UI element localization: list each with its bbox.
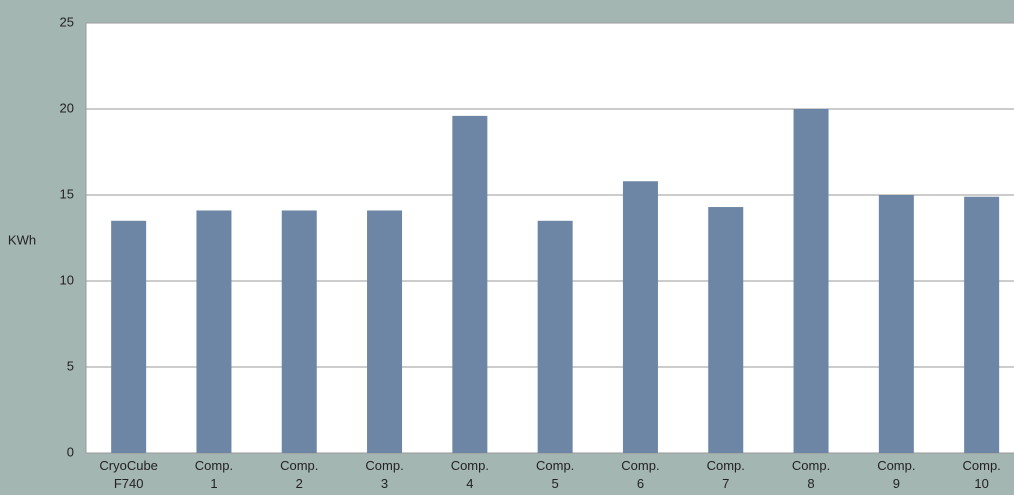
y-tick-label: 25 — [60, 14, 74, 29]
x-tick-label: CryoCube F740 — [99, 458, 158, 491]
x-tick-label: Comp. 10 — [963, 458, 1001, 491]
bar — [537, 220, 573, 453]
bar — [452, 115, 488, 453]
bar — [708, 207, 744, 453]
bar — [622, 181, 658, 454]
bar — [196, 210, 232, 453]
bar — [111, 220, 147, 453]
bar — [281, 210, 317, 453]
x-tick-label: Comp. 7 — [707, 458, 745, 491]
x-tick-label: Comp. 6 — [621, 458, 659, 491]
bar — [793, 109, 829, 453]
bar — [367, 210, 403, 453]
bar — [878, 195, 914, 453]
x-tick-label: Comp. 8 — [792, 458, 830, 491]
y-axis-label: KWh — [8, 232, 36, 247]
y-tick-label: 5 — [67, 358, 74, 373]
x-tick-label: Comp. 1 — [195, 458, 233, 491]
y-tick-label: 0 — [67, 444, 74, 459]
bar — [964, 196, 1000, 453]
y-tick-label: 15 — [60, 186, 74, 201]
y-tick-label: 10 — [60, 272, 74, 287]
x-tick-label: Comp. 4 — [451, 458, 489, 491]
x-tick-label: Comp. 9 — [877, 458, 915, 491]
x-tick-label: Comp. 3 — [365, 458, 403, 491]
y-tick-label: 20 — [60, 100, 74, 115]
x-tick-label: Comp. 2 — [280, 458, 318, 491]
x-tick-label: Comp. 5 — [536, 458, 574, 491]
